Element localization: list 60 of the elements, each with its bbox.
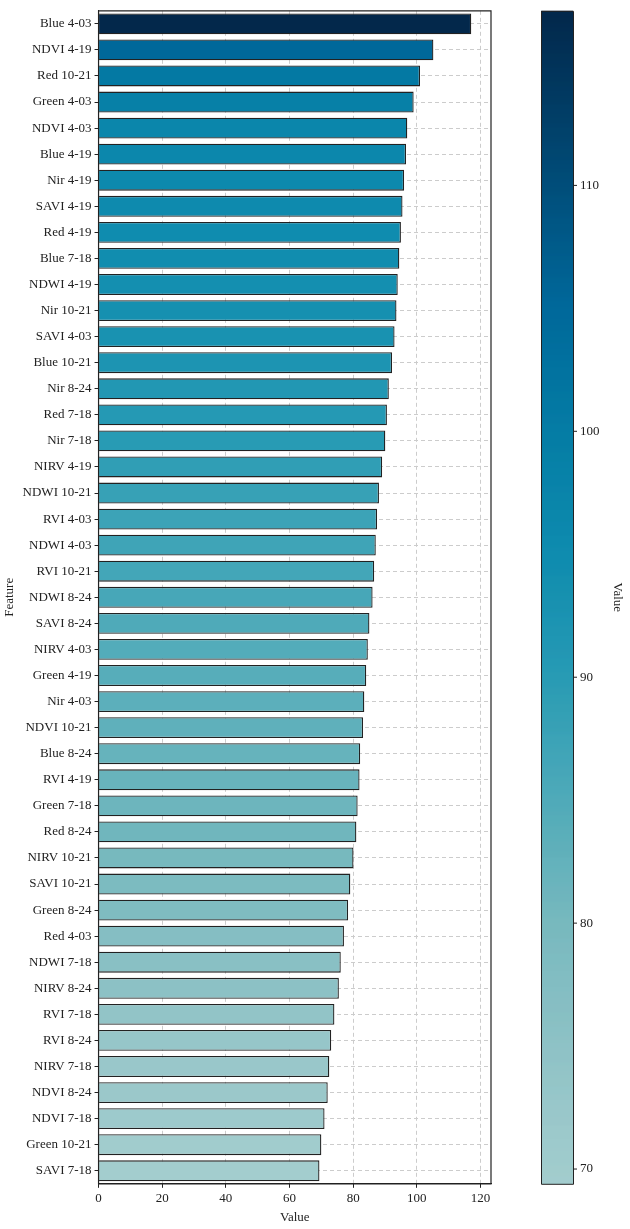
y-tick-label: Nir 8-24 xyxy=(47,380,93,396)
y-tick-label: SAVI 4-19 xyxy=(35,197,92,213)
y-tick-label: NIRV 7-18 xyxy=(33,1057,92,1073)
y-tick-label: Green 10-21 xyxy=(26,1136,92,1152)
y-tick-label: NDVI 7-18 xyxy=(31,1110,92,1126)
x-tick-label: 60 xyxy=(283,1190,297,1206)
y-tick-label: SAVI 7-18 xyxy=(35,1162,92,1178)
y-tick-label: RVI 8-24 xyxy=(43,1031,93,1047)
y-tick-label: Green 8-24 xyxy=(32,901,93,917)
y-tick-label: SAVI 8-24 xyxy=(35,614,93,630)
y-tick-label: Green 4-03 xyxy=(32,93,92,109)
x-tick-label: 100 xyxy=(407,1190,427,1206)
y-tick-label: NDWI 8-24 xyxy=(29,588,93,604)
y-tick-label: RVI 4-19 xyxy=(43,771,92,787)
y-tick-label: RVI 4-03 xyxy=(43,510,92,526)
y-tick-label: Blue 10-21 xyxy=(33,354,92,370)
color-bar-title: Value xyxy=(610,582,626,613)
x-tick-label: 80 xyxy=(346,1190,360,1206)
y-tick-label: Blue 7-18 xyxy=(39,249,92,265)
y-tick-label: SAVI 4-03 xyxy=(35,328,92,344)
y-tick-label: Blue 8-24 xyxy=(39,745,93,761)
y-tick-label: Green 4-19 xyxy=(32,666,92,682)
x-tick-label: 120 xyxy=(470,1190,491,1206)
y-tick-label: NDVI 10-21 xyxy=(25,719,92,735)
y-tick-label: Nir 10-21 xyxy=(40,301,92,317)
color-bar-label: 70 xyxy=(580,1160,593,1176)
y-tick-label: Red 7-18 xyxy=(43,406,92,422)
y-tick-label: Red 10-21 xyxy=(37,67,92,83)
color-bar-label: 110 xyxy=(580,176,600,192)
y-tick-label: NIRV 4-03 xyxy=(33,640,92,656)
x-tick-label: 40 xyxy=(219,1190,233,1206)
color-bar-label: 100 xyxy=(580,422,600,438)
y-tick-label: NDVI 8-24 xyxy=(31,1083,93,1099)
x-tick-label: 20 xyxy=(155,1190,169,1206)
y-tick-label: SAVI 10-21 xyxy=(29,875,92,891)
color-bar-label: 80 xyxy=(580,914,593,930)
y-tick-label: RVI 7-18 xyxy=(43,1005,92,1021)
y-tick-label: NDVI 4-19 xyxy=(31,41,92,57)
y-tick-label: NDWI 4-19 xyxy=(29,275,92,291)
y-tick-label: Blue 4-19 xyxy=(39,145,92,161)
y-tick-label: NDWI 4-03 xyxy=(29,536,92,552)
y-tick-label: RVI 10-21 xyxy=(36,562,92,578)
x-axis-title: Value xyxy=(279,1208,310,1224)
y-tick-label: Nir 7-18 xyxy=(47,432,92,448)
color-bar-label: 90 xyxy=(580,668,593,684)
y-tick-label: Red 8-24 xyxy=(43,823,93,839)
x-tick-label: 0 xyxy=(95,1190,102,1206)
y-tick-label: NDWI 10-21 xyxy=(22,484,92,500)
y-axis-title: Feature xyxy=(1,577,17,617)
y-tick-label: Nir 4-03 xyxy=(47,692,92,708)
y-tick-label: Red 4-03 xyxy=(43,927,92,943)
y-tick-label: Blue 4-03 xyxy=(39,15,92,31)
y-tick-label: NDVI 4-03 xyxy=(31,119,92,135)
y-tick-label: Green 7-18 xyxy=(32,797,92,813)
y-tick-label: NIRV 4-19 xyxy=(33,458,92,474)
y-tick-label: Nir 4-19 xyxy=(47,171,92,187)
y-tick-label: NIRV 8-24 xyxy=(33,979,93,995)
y-tick-label: NDWI 7-18 xyxy=(29,953,92,969)
y-tick-label: NIRV 10-21 xyxy=(27,849,92,865)
y-tick-label: Red 4-19 xyxy=(43,223,92,239)
